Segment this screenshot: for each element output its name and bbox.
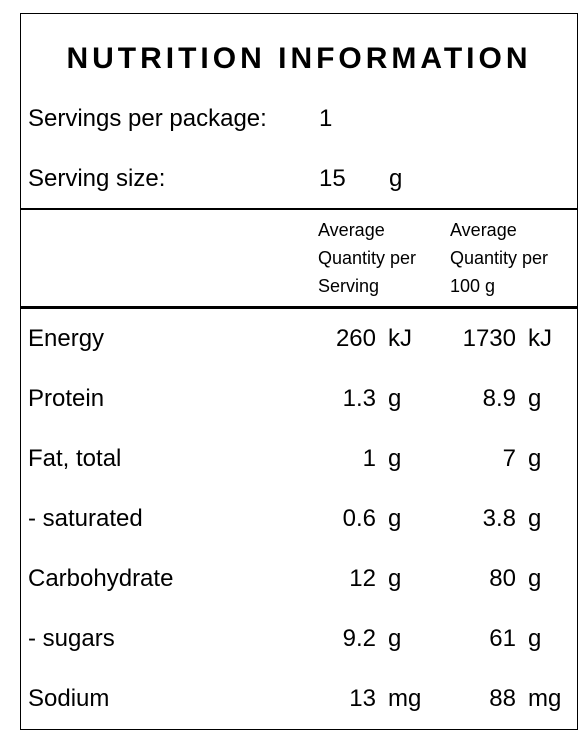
per-serving-value: 9.2 [342,625,376,652]
title: NUTRITION INFORMATION [66,42,532,75]
per-100g-unit: mg [528,685,562,712]
per-serving-unit: g [388,385,402,412]
per-serving-value: 260 [335,325,376,352]
per-100g-value: 7 [502,445,516,472]
per-100g-unit: g [528,565,542,592]
per-serving-unit: g [388,625,402,652]
per-100g-unit: g [528,445,542,472]
nutrient-name: Sodium [28,685,110,712]
per-serving-value: 1 [362,445,376,472]
servings-value: 1 [319,105,333,132]
per-100g-value: 8.9 [482,385,516,412]
per-100g-unit: g [528,625,542,652]
per-100g-unit: g [528,385,542,412]
nutrient-name: - sugars [28,625,115,652]
per-serving-value: 13 [349,685,376,712]
nutrition-panel: NUTRITION INFORMATION Servings per packa… [20,13,578,730]
per-100g-value: 1730 [462,325,516,352]
nutrient-name: - saturated [28,505,143,532]
divider [21,306,577,309]
per-100g-unit: g [528,505,542,532]
per-serving-value: 12 [349,565,376,592]
per-100g-value: 61 [489,625,516,652]
serving-size-label: Serving size: [28,165,166,192]
servings-label: Servings per package: [28,105,267,132]
per-100g-value: 88 [489,685,516,712]
per-serving-unit: g [388,445,402,472]
column-header: Average Quantity per 100 g [450,220,549,296]
divider [21,208,577,210]
nutrient-name: Carbohydrate [28,565,174,592]
per-100g-value: 3.8 [482,505,516,532]
nutrient-name: Fat, total [28,445,122,472]
per-serving-unit: mg [388,685,422,712]
per-serving-unit: g [388,565,402,592]
nutrient-name: Protein [28,385,105,412]
per-serving-unit: g [388,505,402,532]
serving-size-unit: g [389,165,403,192]
per-100g-value: 80 [489,565,516,592]
column-header: Average Quantity per Serving [318,220,417,296]
per-serving-value: 0.6 [342,505,376,532]
serving-size-value: 15 [319,165,346,192]
per-serving-value: 1.3 [342,385,376,412]
per-serving-unit: kJ [388,325,412,352]
nutrient-name: Energy [28,325,105,352]
per-100g-unit: kJ [528,325,552,352]
